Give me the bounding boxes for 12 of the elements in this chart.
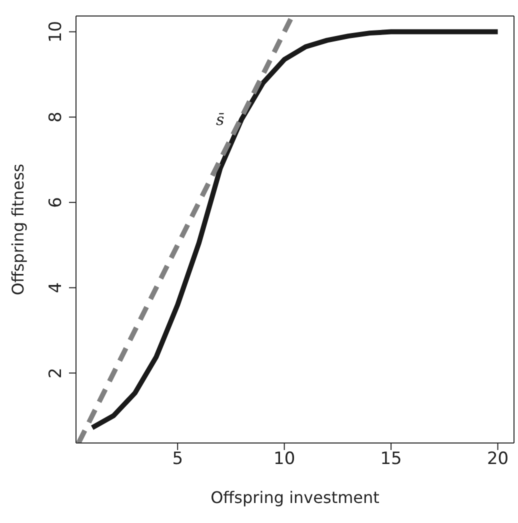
y-tick-label: 4 bbox=[46, 282, 66, 294]
y-tick-label: 10 bbox=[46, 20, 66, 43]
y-tick-label: 2 bbox=[46, 368, 66, 378]
y-axis-title: Offspring fitness bbox=[8, 164, 28, 296]
x-tick-label: 20 bbox=[486, 449, 509, 470]
y-tick-label: 8 bbox=[46, 112, 66, 123]
annotation: s̄ bbox=[216, 110, 224, 129]
x-tick-label: 15 bbox=[380, 449, 402, 470]
x-axis-title: Offspring investment bbox=[210, 488, 380, 507]
y-tick-label: 6 bbox=[46, 197, 66, 208]
x-tick-label: 10 bbox=[274, 449, 296, 470]
x-tick-label: 5 bbox=[172, 449, 184, 470]
